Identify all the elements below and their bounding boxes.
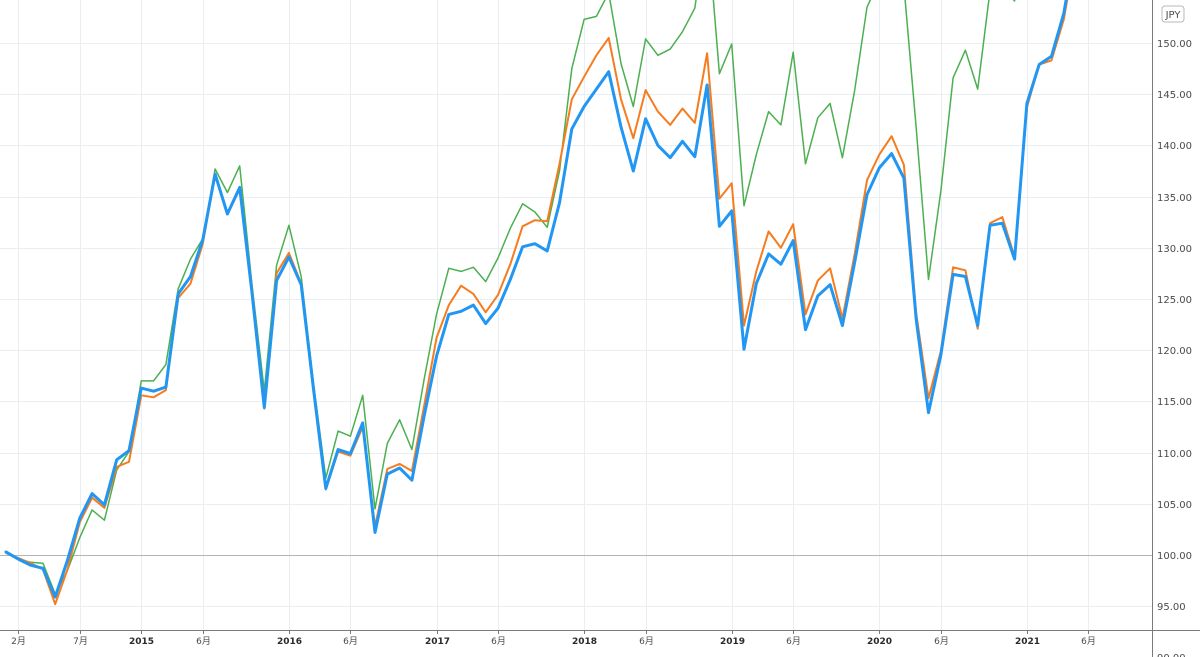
y-tick-label: 140.00 [1157,141,1192,152]
currency-button-box [1161,5,1185,23]
x-tick-label: 7月 [73,636,88,647]
x-tick-label: 6月 [1081,636,1096,647]
price-axis[interactable]: 90.00 95.00 100.00 105.00 110.00 115.00 120.00… [1157,0,1192,657]
x-tick-label: 2017 [425,637,450,647]
x-tick-label: 6月 [343,636,358,647]
y-tick-label: 145.00 [1157,90,1192,101]
series-line-ni225 [5,0,1016,595]
x-tick-label: 6月 [786,636,801,647]
time-axis[interactable]: 2月 7月 2015 6月 2016 6月 2017 6月 2018 6月 2019 6月 2020 6月… [11,630,1096,647]
x-tick-label: 2015 [129,637,154,647]
y-tick-label: 130.00 [1157,244,1192,255]
y-tick-label: 105.00 [1157,500,1192,511]
y-tick-label: 100.00 [1157,551,1192,562]
x-tick-label: 6月 [639,636,654,647]
x-tick-label: 6月 [491,636,506,647]
y-tick-label: 90.00 [1157,653,1186,657]
y-tick-label: 110.00 [1157,449,1192,460]
y-tick-label: 150.00 [1157,39,1192,50]
currency-label: JPY [1165,10,1182,21]
x-tick-label: 2020 [867,637,892,647]
y-tick-label: 135.00 [1157,193,1192,204]
series-lines [4,0,1069,606]
x-tick-label: 2019 [720,637,745,647]
x-tick-label: 6月 [196,636,211,647]
x-tick-label: 2月 [11,636,26,647]
y-tick-label: 115.00 [1157,397,1192,408]
y-tick-label: 95.00 [1157,602,1186,613]
y-tick-label: 120.00 [1157,346,1192,357]
currency-button[interactable]: JPY [1161,5,1185,23]
y-tick-label: 125.00 [1157,295,1192,306]
x-tick-label: 2021 [1015,637,1040,647]
x-tick-label: 2018 [572,637,597,647]
x-tick-label: 2016 [277,637,302,647]
series-line-jpxnikkei400 [4,0,1068,599]
x-tick-label: 6月 [934,636,949,647]
